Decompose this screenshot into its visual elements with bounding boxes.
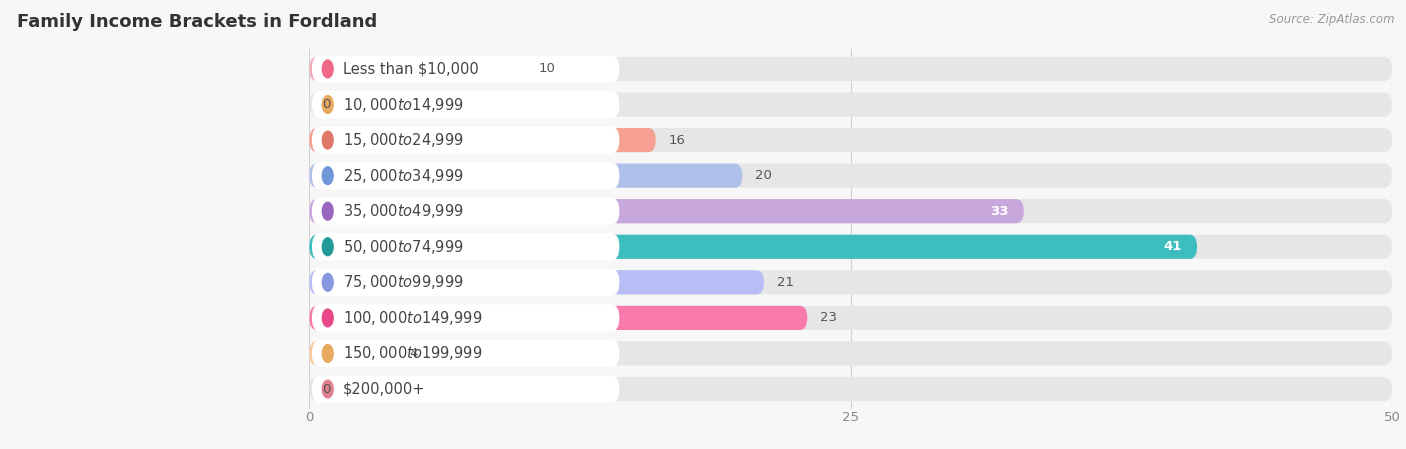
Text: 23: 23 xyxy=(820,312,838,324)
FancyBboxPatch shape xyxy=(309,341,396,365)
Text: $15,000 to $24,999: $15,000 to $24,999 xyxy=(343,131,464,149)
Circle shape xyxy=(322,380,333,398)
Text: Source: ZipAtlas.com: Source: ZipAtlas.com xyxy=(1270,13,1395,26)
FancyBboxPatch shape xyxy=(312,127,620,154)
FancyBboxPatch shape xyxy=(309,128,1392,152)
Text: $75,000 to $99,999: $75,000 to $99,999 xyxy=(343,273,464,291)
Circle shape xyxy=(322,167,333,185)
Text: 33: 33 xyxy=(990,205,1008,218)
Circle shape xyxy=(322,96,333,114)
Text: $35,000 to $49,999: $35,000 to $49,999 xyxy=(343,202,464,220)
Text: Family Income Brackets in Fordland: Family Income Brackets in Fordland xyxy=(17,13,377,31)
FancyBboxPatch shape xyxy=(309,377,1392,401)
FancyBboxPatch shape xyxy=(312,91,620,118)
FancyBboxPatch shape xyxy=(309,57,1392,81)
FancyBboxPatch shape xyxy=(309,199,1392,223)
FancyBboxPatch shape xyxy=(309,270,1392,295)
FancyBboxPatch shape xyxy=(312,233,620,260)
Circle shape xyxy=(322,309,333,327)
FancyBboxPatch shape xyxy=(309,306,1392,330)
FancyBboxPatch shape xyxy=(309,270,763,295)
Text: Less than $10,000: Less than $10,000 xyxy=(343,62,478,76)
Circle shape xyxy=(322,238,333,255)
Text: 41: 41 xyxy=(1164,240,1182,253)
FancyBboxPatch shape xyxy=(309,92,1392,117)
FancyBboxPatch shape xyxy=(309,306,807,330)
FancyBboxPatch shape xyxy=(309,199,1024,223)
FancyBboxPatch shape xyxy=(309,163,1392,188)
Text: $10,000 to $14,999: $10,000 to $14,999 xyxy=(343,96,464,114)
Text: 0: 0 xyxy=(322,98,330,111)
Text: $150,000 to $199,999: $150,000 to $199,999 xyxy=(343,344,482,362)
FancyBboxPatch shape xyxy=(309,235,1197,259)
Text: 20: 20 xyxy=(755,169,772,182)
FancyBboxPatch shape xyxy=(309,235,1392,259)
Circle shape xyxy=(322,202,333,220)
Text: 21: 21 xyxy=(778,276,794,289)
Circle shape xyxy=(322,131,333,149)
FancyBboxPatch shape xyxy=(309,163,742,188)
Text: $25,000 to $34,999: $25,000 to $34,999 xyxy=(343,167,464,185)
Text: 0: 0 xyxy=(322,383,330,396)
FancyBboxPatch shape xyxy=(312,269,620,296)
FancyBboxPatch shape xyxy=(312,375,620,403)
Text: $200,000+: $200,000+ xyxy=(343,382,425,396)
FancyBboxPatch shape xyxy=(309,341,1392,365)
FancyBboxPatch shape xyxy=(312,198,620,225)
FancyBboxPatch shape xyxy=(312,55,620,83)
Text: $50,000 to $74,999: $50,000 to $74,999 xyxy=(343,238,464,256)
FancyBboxPatch shape xyxy=(312,304,620,331)
Circle shape xyxy=(322,273,333,291)
Text: $100,000 to $149,999: $100,000 to $149,999 xyxy=(343,309,482,327)
FancyBboxPatch shape xyxy=(309,128,655,152)
Circle shape xyxy=(322,60,333,78)
Circle shape xyxy=(322,344,333,362)
FancyBboxPatch shape xyxy=(309,57,526,81)
FancyBboxPatch shape xyxy=(312,340,620,367)
Text: 16: 16 xyxy=(669,134,686,146)
Text: 10: 10 xyxy=(538,62,555,75)
Text: 4: 4 xyxy=(409,347,418,360)
FancyBboxPatch shape xyxy=(312,162,620,189)
